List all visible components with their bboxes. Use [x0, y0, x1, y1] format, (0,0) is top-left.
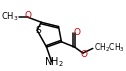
Text: CH$_2$CH$_3$: CH$_2$CH$_3$	[94, 42, 125, 54]
Text: NH$_2$: NH$_2$	[44, 55, 64, 69]
Text: CH$_3$: CH$_3$	[1, 11, 18, 23]
Text: S: S	[35, 26, 41, 35]
Text: O: O	[25, 11, 32, 20]
Text: O: O	[73, 28, 80, 37]
Text: O: O	[81, 50, 88, 59]
